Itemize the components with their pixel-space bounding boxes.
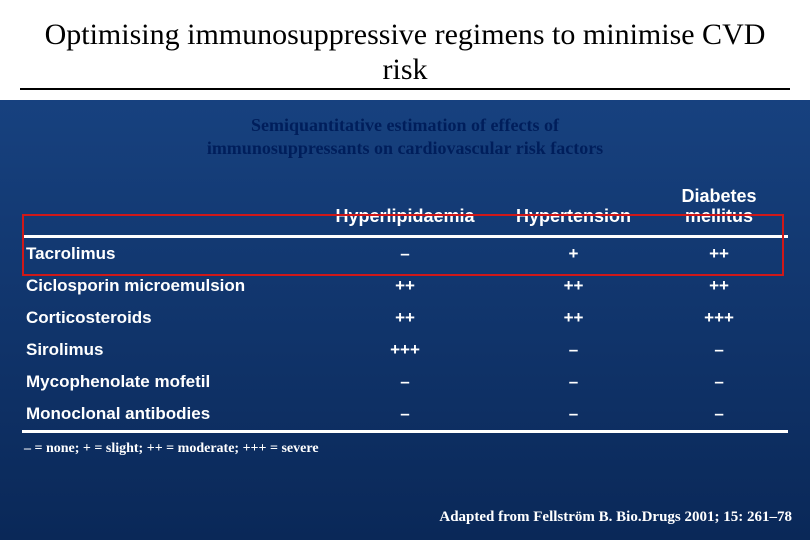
drug-name: Corticosteroids <box>22 302 313 334</box>
drug-name: Tacrolimus <box>22 236 313 270</box>
col-hyperlipidaemia-header: Hyperlipidaemia <box>313 181 497 235</box>
cell-hyper: – <box>313 398 497 430</box>
cell-htn: ++ <box>497 302 650 334</box>
citation: Adapted from Fellström B. Bio.Drugs 2001… <box>439 509 792 526</box>
cell-hyper: ++ <box>313 270 497 302</box>
cell-dm: ++ <box>650 270 788 302</box>
slide-subtitle: Semiquantitative estimation of effects o… <box>0 114 810 159</box>
table-row: Ciclosporin microemulsion ++ ++ ++ <box>22 270 788 302</box>
title-area: Optimising immunosuppressive regimens to… <box>0 0 810 100</box>
col-drug-header <box>22 181 313 235</box>
cell-htn: – <box>497 366 650 398</box>
table-container: Hyperlipidaemia Hypertension Diabetes me… <box>0 181 810 433</box>
cell-dm: ++ <box>650 236 788 270</box>
cell-hyper: – <box>313 366 497 398</box>
drug-name: Ciclosporin microemulsion <box>22 270 313 302</box>
cell-hyper: – <box>313 236 497 270</box>
slide-title: Optimising immunosuppressive regimens to… <box>20 18 790 90</box>
cell-htn: – <box>497 334 650 366</box>
cell-htn: ++ <box>497 270 650 302</box>
legend: – = none; + = slight; ++ = moderate; +++… <box>0 433 810 457</box>
table-row: Sirolimus +++ – – <box>22 334 788 366</box>
subtitle-line-2: immunosuppressants on cardiovascular ris… <box>207 138 603 158</box>
table-row: Tacrolimus – + ++ <box>22 236 788 270</box>
cell-dm: – <box>650 366 788 398</box>
header-row: Hyperlipidaemia Hypertension Diabetes me… <box>22 181 788 235</box>
cell-htn: + <box>497 236 650 270</box>
cell-dm: – <box>650 334 788 366</box>
table-row: Monoclonal antibodies – – – <box>22 398 788 430</box>
effects-table: Hyperlipidaemia Hypertension Diabetes me… <box>22 181 788 433</box>
dm-line-2: mellitus <box>685 206 753 226</box>
drug-name: Sirolimus <box>22 334 313 366</box>
cell-dm: – <box>650 398 788 430</box>
col-diabetes-header: Diabetes mellitus <box>650 181 788 235</box>
dm-line-1: Diabetes <box>682 186 757 206</box>
col-hypertension-header: Hypertension <box>497 181 650 235</box>
table-row: Mycophenolate mofetil – – – <box>22 366 788 398</box>
drug-name: Monoclonal antibodies <box>22 398 313 430</box>
cell-hyper: +++ <box>313 334 497 366</box>
cell-hyper: ++ <box>313 302 497 334</box>
footer-divider <box>22 430 788 432</box>
cell-dm: +++ <box>650 302 788 334</box>
cell-htn: – <box>497 398 650 430</box>
table-row: Corticosteroids ++ ++ +++ <box>22 302 788 334</box>
subtitle-line-1: Semiquantitative estimation of effects o… <box>251 115 559 135</box>
drug-name: Mycophenolate mofetil <box>22 366 313 398</box>
